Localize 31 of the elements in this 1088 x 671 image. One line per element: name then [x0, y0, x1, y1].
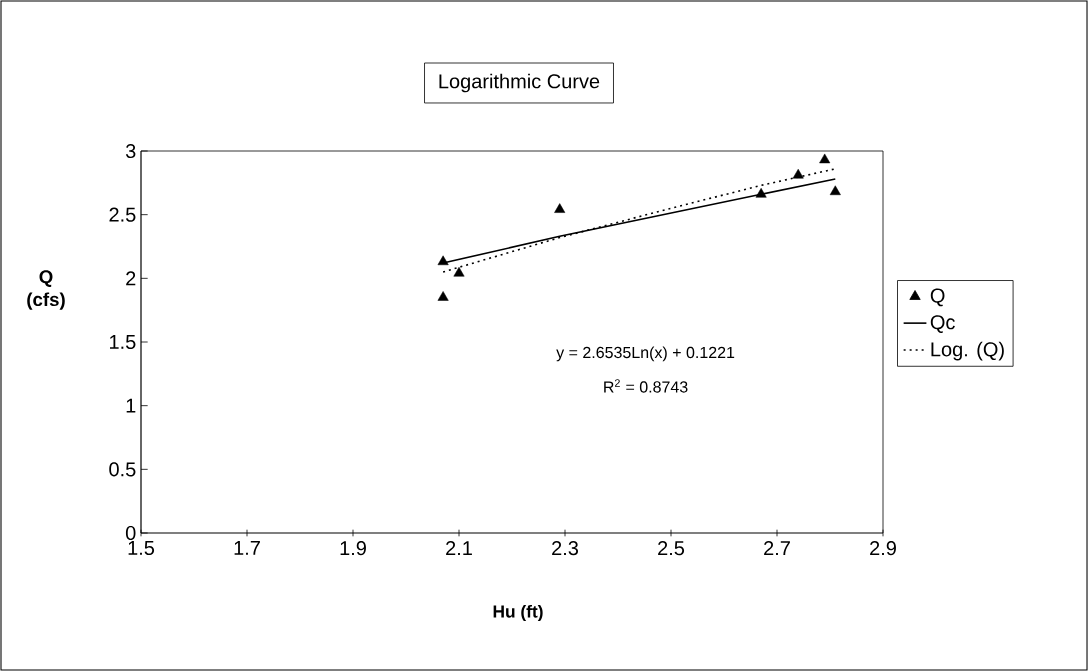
y-tick-label: 2.5 [109, 207, 136, 222]
y-tick-label: 3 [125, 143, 136, 159]
y-tick-label: 1 [126, 398, 136, 413]
legend-label: Log. (Q) [931, 341, 1004, 361]
point [755, 188, 767, 198]
x-tick-label: 2.3 [552, 541, 579, 556]
y-axis-title: Q (cfs) [27, 270, 65, 310]
x-tick-label: 2.1 [446, 541, 472, 556]
x-tick-label: 2.9 [870, 541, 896, 556]
legend-label: Qc [930, 315, 955, 333]
point [819, 153, 831, 164]
y-tick-label: 0.5 [109, 462, 136, 477]
legend-label: Q [930, 288, 945, 307]
point [554, 203, 566, 213]
y-tick-label: 2 [126, 271, 136, 286]
x-tick-label: 2.7 [764, 541, 790, 556]
y-tick-label: 1.5 [110, 335, 136, 349]
point [437, 255, 449, 266]
x-axis-title: Hu (ft) [493, 604, 543, 622]
point [829, 185, 841, 196]
annotation: R$^{2}$ = 0.8743 [604, 379, 688, 393]
y-tick-label: 0 [125, 525, 136, 541]
point [453, 266, 465, 277]
x-tick-label: 1.7 [234, 541, 260, 555]
chart-title: Logarithmic Curve [439, 73, 600, 93]
point [792, 168, 804, 179]
point [437, 291, 449, 301]
x-tick-label: 2.5 [658, 541, 685, 556]
annotation: y = 2.6535Ln(x) + 0.1221 [556, 346, 735, 362]
line-series [442, 168, 837, 273]
x-tick-label: 1.9 [340, 541, 366, 556]
